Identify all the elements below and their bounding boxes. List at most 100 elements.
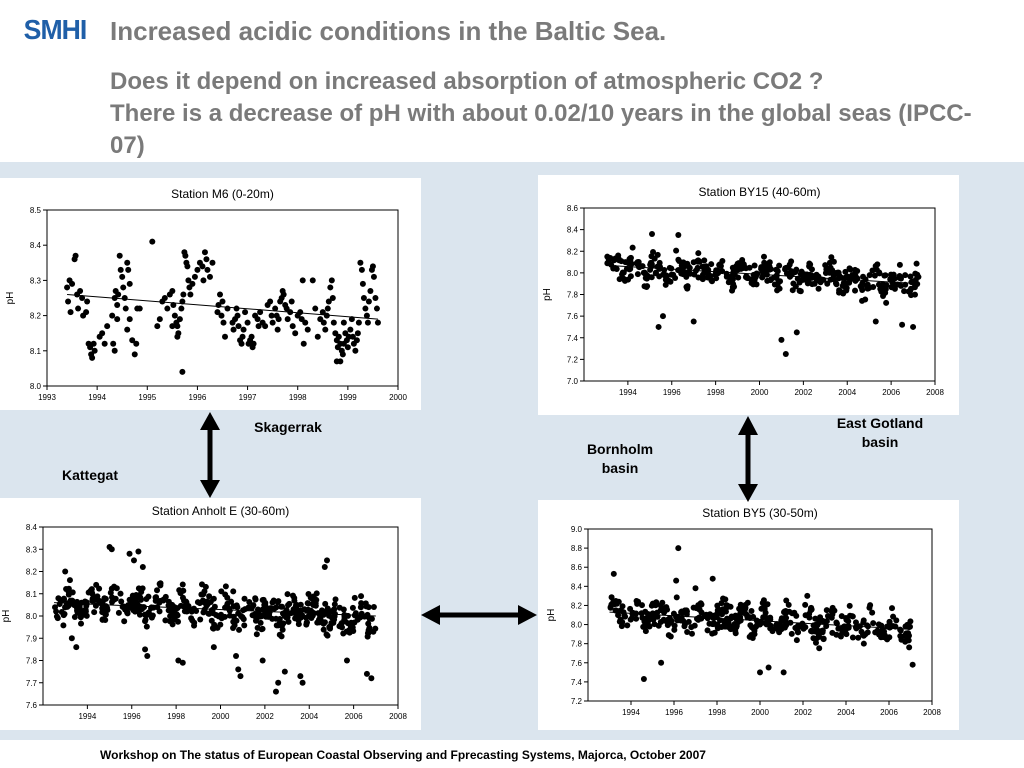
data-point: [62, 568, 69, 575]
data-point: [711, 612, 718, 619]
data-point: [139, 564, 146, 571]
data-point: [258, 626, 265, 633]
data-point: [713, 275, 720, 282]
data-point: [60, 622, 67, 629]
data-point: [179, 581, 186, 588]
data-point: [335, 333, 342, 340]
data-point: [188, 615, 195, 622]
data-point: [221, 613, 228, 620]
data-point: [157, 580, 164, 587]
data-point: [135, 548, 142, 555]
data-point: [133, 591, 140, 598]
data-point: [775, 278, 782, 285]
data-point: [72, 252, 79, 259]
data-point: [678, 609, 685, 616]
data-point: [664, 606, 671, 613]
data-point: [648, 274, 655, 281]
data-point: [179, 659, 186, 666]
data-point: [109, 599, 116, 606]
data-point: [675, 232, 682, 239]
y-tick-label: 8.0: [30, 382, 42, 391]
data-point: [114, 302, 121, 309]
data-point: [832, 280, 839, 287]
data-point: [191, 273, 198, 280]
y-tick-label: 8.2: [30, 312, 42, 321]
data-point: [912, 276, 919, 283]
data-point: [206, 593, 213, 600]
data-point: [312, 305, 319, 312]
data-point: [893, 617, 900, 624]
data-point: [714, 621, 721, 628]
data-point: [869, 609, 876, 616]
data-point: [211, 621, 218, 628]
data-point: [349, 333, 356, 340]
data-point: [629, 244, 636, 251]
data-point: [130, 557, 137, 564]
data-point: [363, 670, 370, 677]
data-point: [69, 280, 76, 287]
data-point: [280, 291, 287, 298]
data-point: [776, 262, 783, 269]
data-point: [704, 627, 711, 634]
smhi-logo: SMHI: [23, 14, 88, 45]
data-point: [367, 287, 374, 294]
data-point: [117, 590, 124, 597]
data-point: [820, 618, 827, 625]
data-point: [316, 619, 323, 626]
data-point: [339, 351, 346, 358]
data-point: [202, 583, 209, 590]
y-tick-label: 7.4: [571, 678, 583, 687]
data-point: [126, 550, 133, 557]
data-point: [368, 675, 375, 682]
data-point: [683, 608, 690, 615]
label-bornholm: Bornholm basin: [570, 440, 670, 478]
label-kattegat: Kattegat: [61, 467, 118, 483]
data-point: [256, 613, 263, 620]
data-point: [627, 605, 634, 612]
data-point: [619, 269, 626, 276]
x-tick-label: 2000: [389, 393, 407, 402]
y-tick-label: 8.6: [567, 204, 579, 213]
data-point: [204, 266, 211, 273]
data-point: [322, 600, 329, 607]
data-point: [849, 634, 856, 641]
data-point: [354, 330, 361, 337]
data-point: [368, 615, 375, 622]
data-point: [847, 612, 854, 619]
x-tick-label: 1993: [38, 393, 56, 402]
data-point: [908, 285, 915, 292]
y-axis-label: pH: [542, 288, 553, 301]
data-point: [304, 600, 311, 607]
data-point: [693, 258, 700, 265]
data-point: [217, 621, 224, 628]
data-point: [855, 634, 862, 641]
arrow-skagerrak-kattegat: [200, 412, 220, 498]
data-point: [267, 298, 274, 305]
data-point: [629, 614, 636, 621]
data-point: [284, 316, 291, 323]
data-point: [144, 653, 151, 660]
data-point: [269, 319, 276, 326]
data-point: [613, 266, 620, 273]
x-tick-label: 2004: [838, 388, 856, 397]
data-point: [233, 653, 240, 660]
data-point: [87, 587, 94, 594]
data-point: [709, 630, 716, 637]
chart-panel-by5: Station BY5 (30-50m) pH 1994 1996 1998 2000 20…: [538, 500, 959, 730]
data-point: [736, 605, 743, 612]
data-point: [722, 596, 729, 603]
data-point: [612, 255, 619, 262]
data-point: [675, 545, 682, 552]
data-point: [897, 275, 904, 282]
subtitle-line-1: Does it depend on increased absorption o…: [110, 68, 824, 95]
data-point: [362, 305, 369, 312]
data-point: [184, 263, 191, 270]
data-point: [782, 350, 789, 357]
data-point: [160, 596, 167, 603]
data-point: [624, 622, 631, 629]
data-point: [789, 287, 796, 294]
data-point: [764, 601, 771, 608]
data-point: [250, 340, 257, 347]
data-point: [117, 266, 124, 273]
data-point: [76, 610, 83, 617]
